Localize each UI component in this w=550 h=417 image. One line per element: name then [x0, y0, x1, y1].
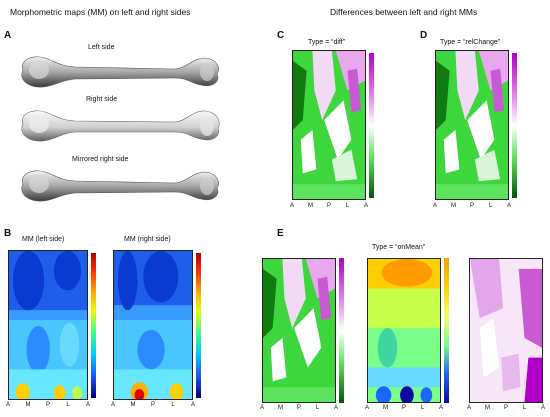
tick-p: P: [326, 203, 332, 209]
panel-label-d: D: [420, 30, 428, 41]
tick-l: L: [171, 402, 175, 408]
panel-label-e: E: [277, 228, 284, 239]
tick-a2: A: [438, 405, 444, 411]
relchange-axis-d: A M P L A: [432, 203, 512, 213]
right-header: Differences between left and right MMs: [330, 7, 478, 17]
bone-label-right: Right side: [86, 96, 118, 103]
tick-a2: A: [190, 402, 196, 408]
onmean-axis-e1: A M P L A: [259, 405, 339, 415]
tick-p: P: [469, 203, 475, 209]
diff-colorbar-c: [369, 53, 374, 198]
diff-axis-c: A M P L A: [289, 203, 369, 213]
tick-m: M: [130, 402, 136, 408]
mm-right-map: [113, 250, 193, 400]
mm-left-title: MM (left side): [22, 236, 65, 243]
tick-p: P: [150, 402, 156, 408]
tick-a1: A: [364, 405, 370, 411]
tick-l: L: [522, 405, 527, 411]
tick-a1: A: [259, 405, 265, 411]
tick-m: M: [278, 405, 283, 411]
tick-a1: A: [432, 203, 438, 209]
onmean-map-e2: [367, 258, 441, 403]
mm-right-title: MM (right side): [124, 236, 171, 243]
bone-mirrored-image: [21, 170, 219, 202]
tick-a2: A: [363, 203, 369, 209]
onmean-axis-e3: A M P L A: [466, 405, 546, 415]
mm-right-colorbar: [196, 253, 201, 398]
panel-label-b: B: [4, 228, 12, 239]
tick-l: L: [66, 402, 70, 408]
mm-left-colorbar: [91, 253, 96, 398]
tick-a2: A: [85, 402, 91, 408]
onmean-axis-e2: A M P L A: [364, 405, 444, 415]
type-label-c: Type = “diff”: [308, 39, 346, 46]
tick-m: M: [308, 203, 313, 209]
bone-left-image: [21, 56, 219, 88]
tick-l: L: [420, 405, 425, 411]
relchange-colorbar-d: [512, 53, 517, 198]
tick-m: M: [383, 405, 388, 411]
onmean-map-e3: [469, 258, 543, 403]
tick-l: L: [345, 203, 350, 209]
tick-a2: A: [333, 405, 339, 411]
relchange-map-d: [435, 50, 509, 200]
tick-a1: A: [110, 402, 116, 408]
bone-label-left: Left side: [88, 44, 115, 51]
tick-p: P: [296, 405, 302, 411]
tick-a2: A: [506, 203, 512, 209]
mm-left-axis: A M P L A: [5, 402, 91, 412]
diff-map-c: [292, 50, 366, 200]
panel-label-c: C: [277, 30, 285, 41]
bone-label-mirrored: Mirrored right side: [72, 156, 129, 163]
onmean-map-e1: [262, 258, 336, 403]
tick-m: M: [485, 405, 490, 411]
bone-right-image: [21, 110, 220, 142]
type-label-d: Type = “relChange”: [440, 39, 501, 46]
tick-l: L: [488, 203, 493, 209]
tick-m: M: [451, 203, 456, 209]
tick-a2: A: [540, 405, 546, 411]
onmean-colorbar-e1: [339, 258, 344, 403]
tick-a1: A: [466, 405, 472, 411]
tick-p: P: [401, 405, 407, 411]
panel-label-a: A: [4, 30, 12, 41]
tick-m: M: [25, 402, 31, 408]
tick-l: L: [315, 405, 320, 411]
tick-p: P: [503, 405, 509, 411]
tick-a1: A: [5, 402, 11, 408]
mm-left-map: [8, 250, 88, 400]
mm-right-axis: A M P L A: [110, 402, 196, 412]
onmean-colorbar-e2: [444, 258, 449, 403]
type-label-e: Type = “onMean”: [372, 244, 426, 251]
left-header: Morphometric maps (MM) on left and right…: [10, 7, 191, 17]
tick-a1: A: [289, 203, 295, 209]
tick-p: P: [45, 402, 51, 408]
